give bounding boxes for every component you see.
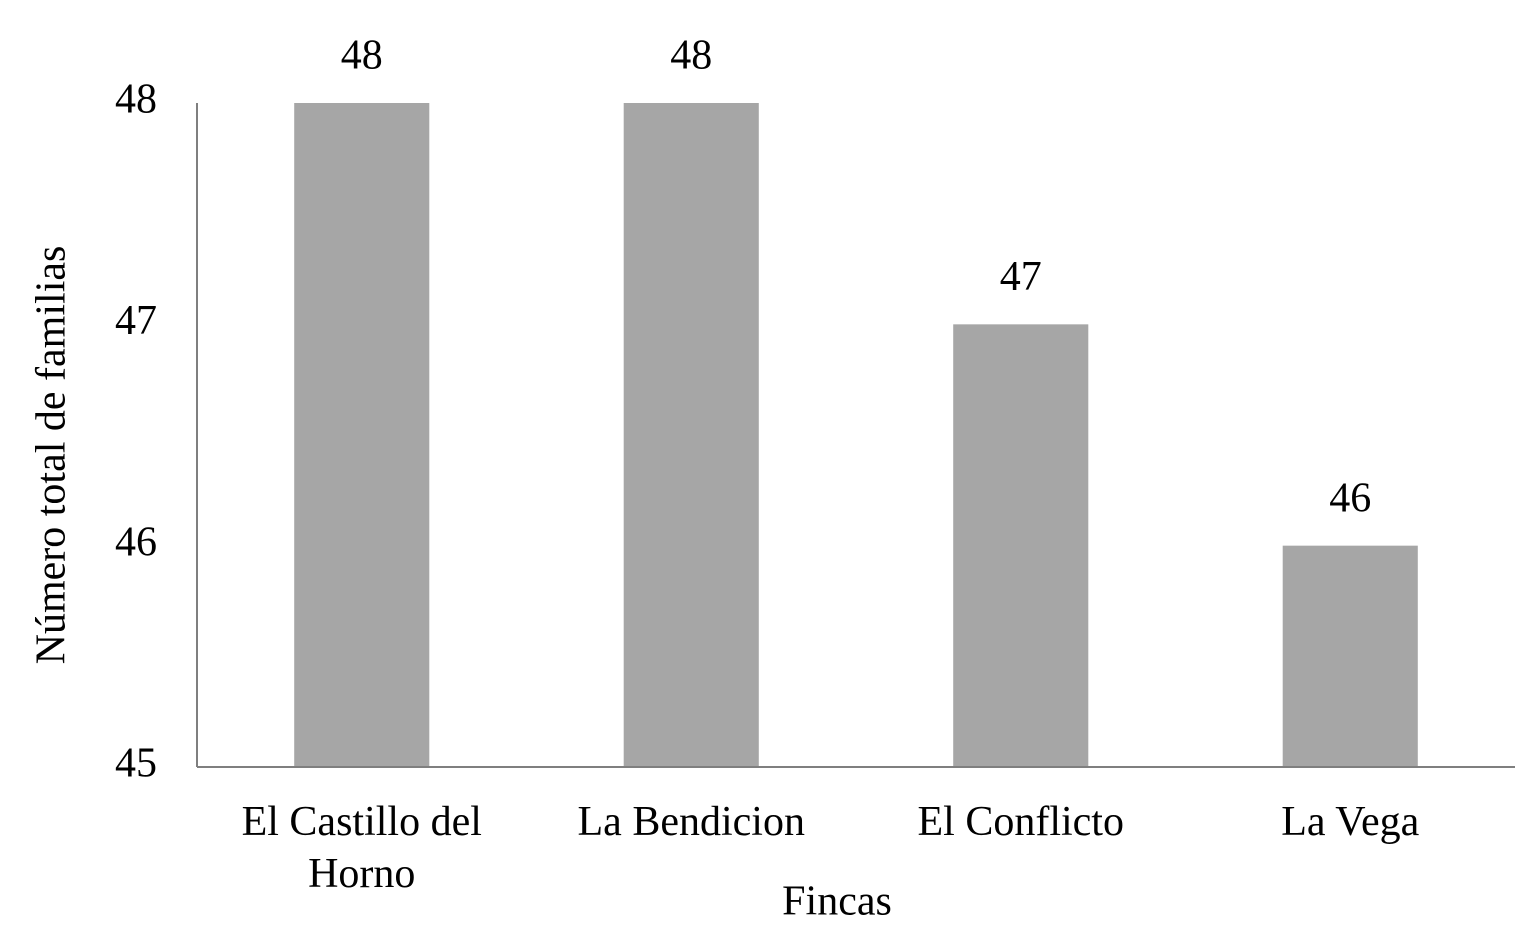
value-label: 46 xyxy=(1329,475,1371,521)
y-tick-label: 45 xyxy=(115,741,157,787)
value-label: 47 xyxy=(1000,254,1042,300)
y-tick-label: 46 xyxy=(115,519,157,565)
x-axis-title: Fincas xyxy=(782,879,892,925)
x-tick-label: La Vega xyxy=(1281,799,1420,845)
y-tick-label: 47 xyxy=(115,298,157,344)
x-tick-label: El Castillo del Horno xyxy=(241,799,482,897)
y-axis-title: Número total de familias xyxy=(29,246,75,665)
bar xyxy=(294,103,430,767)
value-label: 48 xyxy=(670,33,712,79)
value-label: 48 xyxy=(341,33,383,79)
bar xyxy=(1282,545,1418,767)
x-tick-label: La Bendicion xyxy=(577,799,805,845)
bar xyxy=(623,103,759,767)
bar xyxy=(953,324,1089,767)
y-tick-label: 48 xyxy=(115,77,157,123)
x-tick-label: El Conflicto xyxy=(917,799,1124,845)
